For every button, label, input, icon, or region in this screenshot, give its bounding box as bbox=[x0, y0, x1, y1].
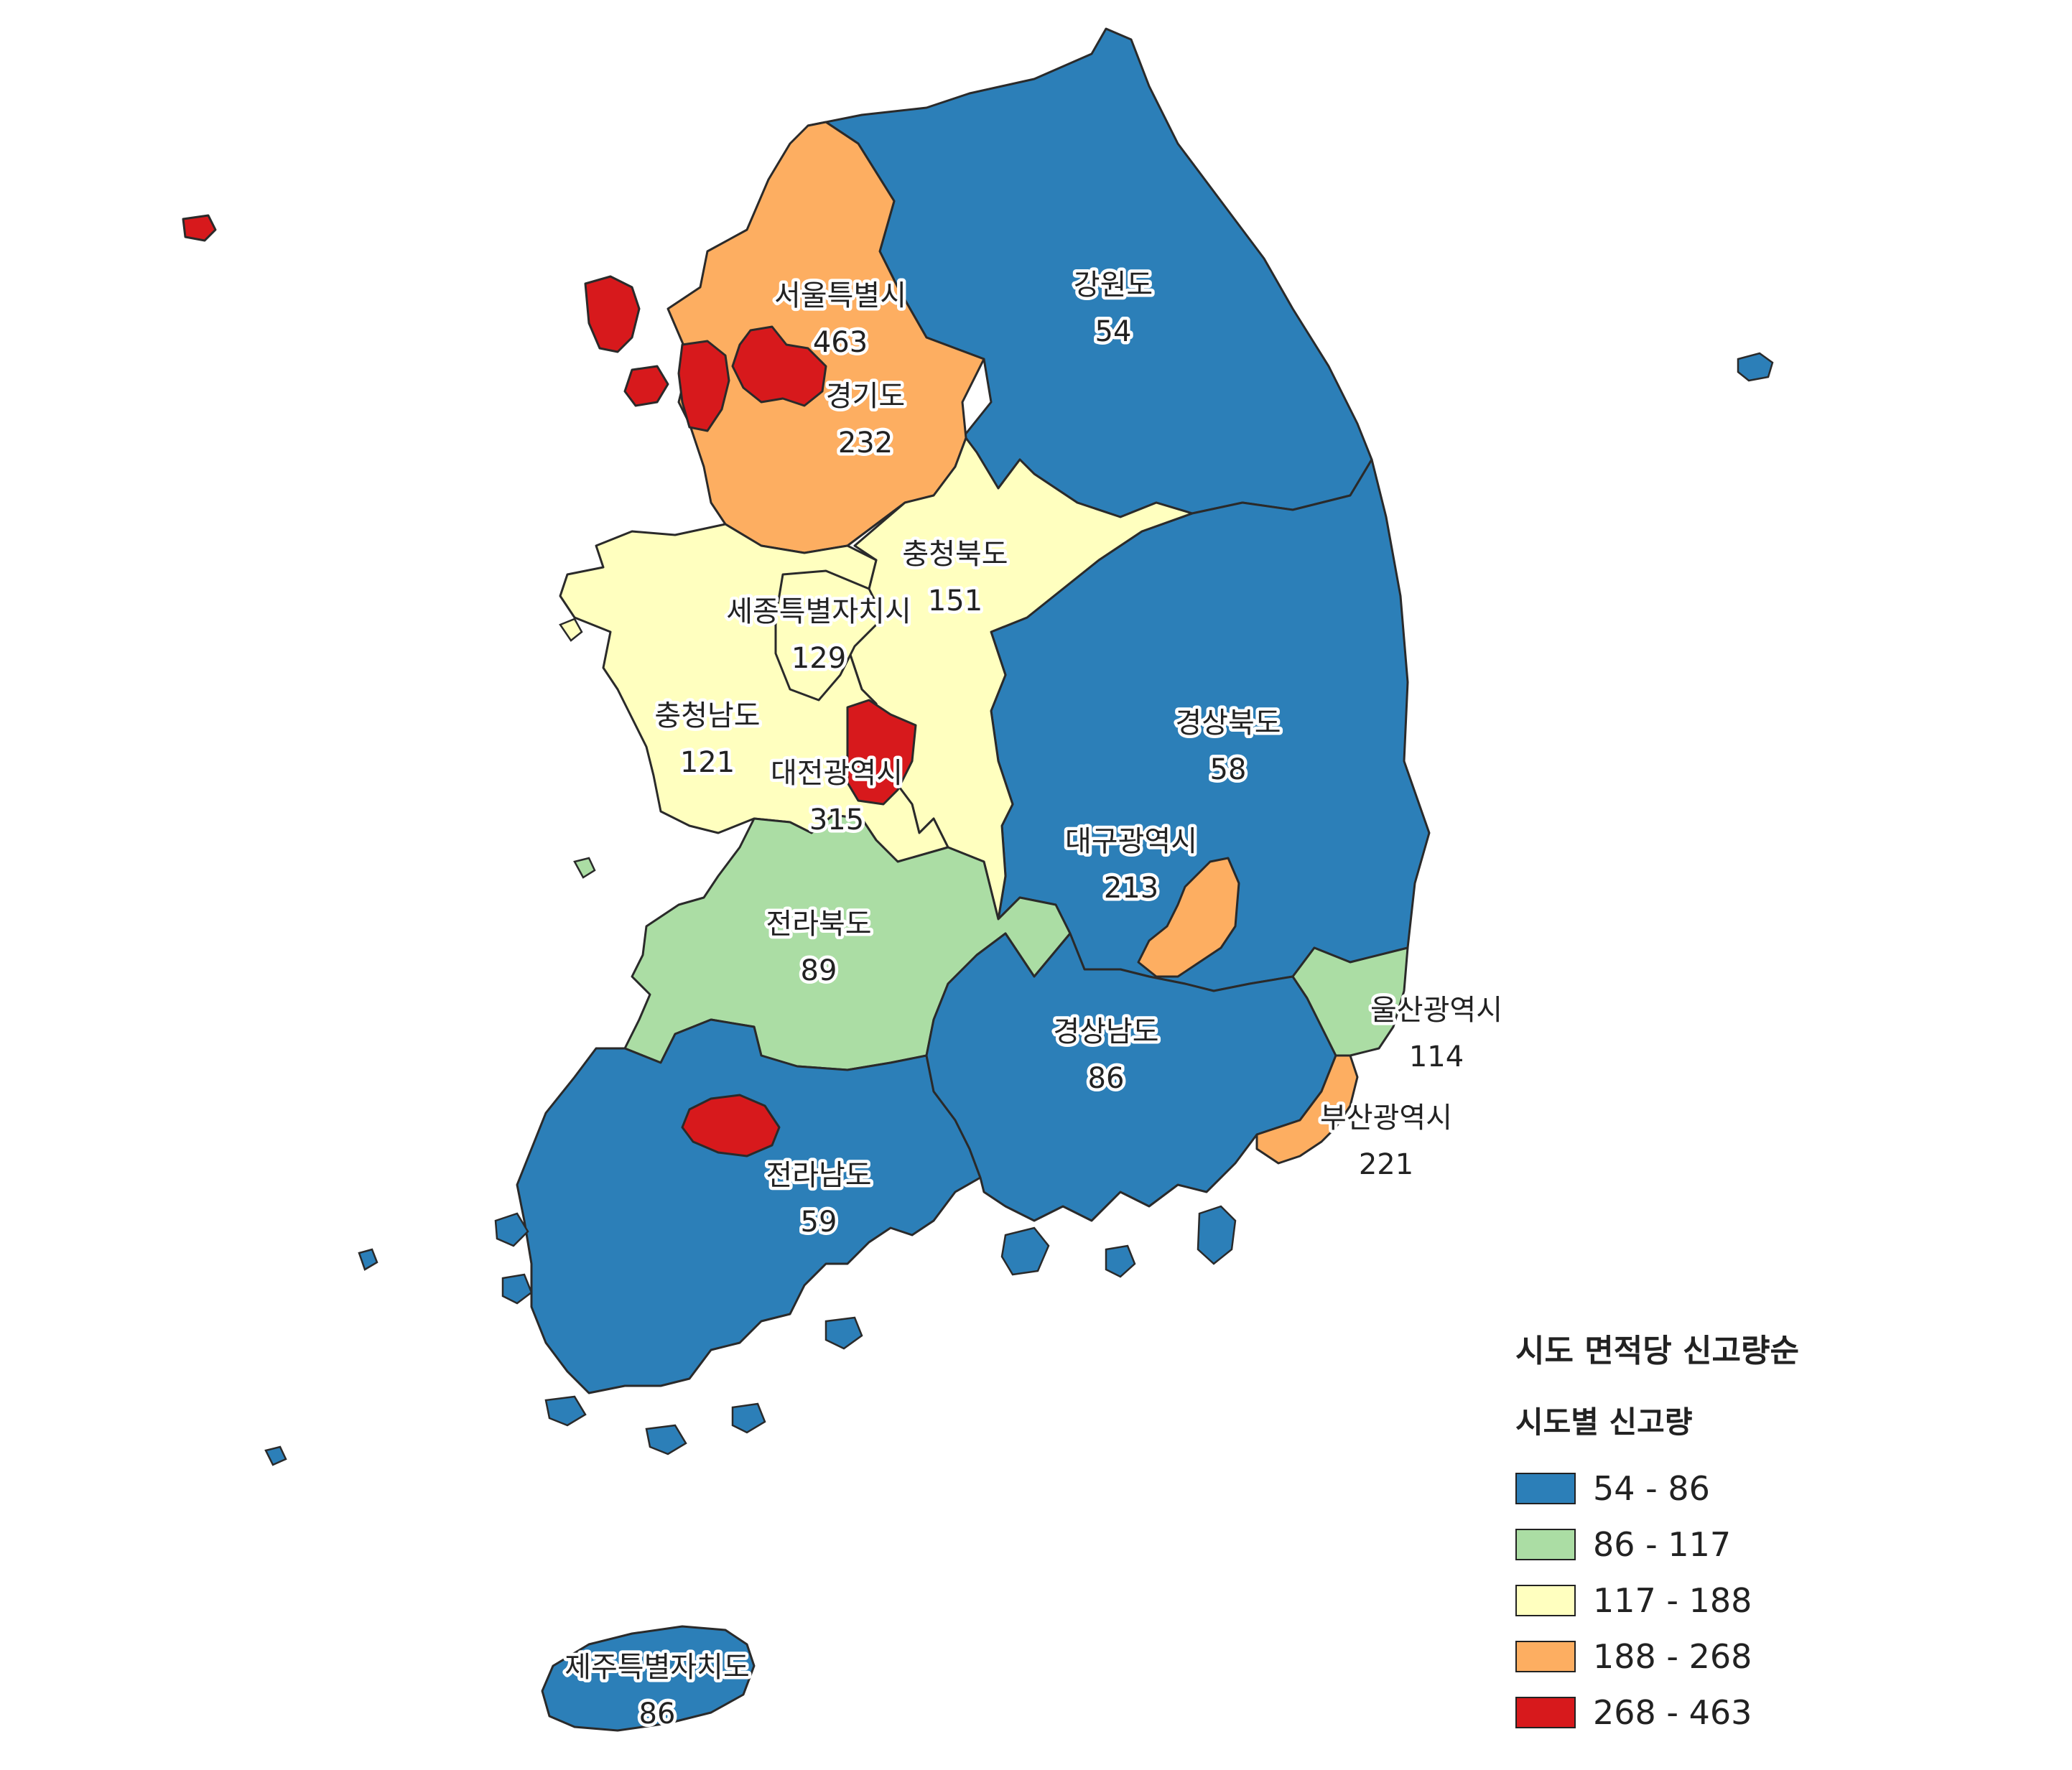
legend-title: 시도 면적당 신고량순 bbox=[1515, 1333, 1799, 1369]
island-west-2 bbox=[573, 857, 596, 879]
region-incheon-island-2 bbox=[623, 365, 669, 407]
legend-row-2: 86 - 117 bbox=[1515, 1517, 2018, 1573]
region-name-seoul: 서울특별시 bbox=[774, 279, 906, 312]
legend-swatch-2 bbox=[1515, 1529, 1576, 1560]
legend-label-5: 268 - 463 bbox=[1593, 1693, 1752, 1732]
region-name-daejeon: 대전광역시 bbox=[771, 757, 903, 790]
region-name-chungnam: 충청남도 bbox=[654, 699, 760, 732]
island-sw-1 bbox=[494, 1212, 529, 1247]
island-namhae bbox=[1000, 1226, 1050, 1276]
region-name-gangwon: 강원도 bbox=[1074, 269, 1153, 302]
map-legend: 시도 면적당 신고량순 시도별 신고량 54 - 86 86 - 117 117… bbox=[1515, 1325, 2018, 1741]
region-name-sejong: 세종특별자치시 bbox=[726, 595, 911, 628]
legend-swatch-4 bbox=[1515, 1641, 1576, 1672]
region-value-busan: 221 bbox=[1359, 1148, 1413, 1181]
region-incheon bbox=[677, 340, 730, 432]
island-sw-2 bbox=[501, 1273, 533, 1305]
island-west-1 bbox=[559, 618, 583, 642]
region-value-daegu: 213 bbox=[1104, 872, 1158, 905]
legend-row-5: 268 - 463 bbox=[1515, 1685, 2018, 1741]
region-busan bbox=[1255, 1054, 1359, 1165]
island-geoje bbox=[1197, 1205, 1237, 1265]
map-regions bbox=[182, 27, 1431, 1732]
region-sejong bbox=[774, 569, 885, 702]
region-jeonnam bbox=[516, 1018, 982, 1394]
legend-row-4: 188 - 268 bbox=[1515, 1629, 2018, 1685]
region-labels: 서울특별시 463 경기도 232 강원도 54 충청북도 151 세종특별자치시 129 충청남도… bbox=[562, 266, 1506, 1734]
island-s-3 bbox=[824, 1316, 863, 1350]
island-s-1 bbox=[645, 1424, 687, 1455]
region-value-jeonbuk: 89 bbox=[801, 954, 837, 987]
region-value-chungbuk: 151 bbox=[928, 584, 982, 618]
region-value-sejong: 129 bbox=[791, 642, 846, 675]
legend-swatch-5 bbox=[1515, 1697, 1576, 1728]
legend-label-3: 117 - 188 bbox=[1593, 1581, 1752, 1620]
region-value-gangwon: 54 bbox=[1095, 315, 1132, 348]
island-tongyeong bbox=[1105, 1244, 1136, 1278]
legend-subtitle: 시도별 신고량 bbox=[1515, 1405, 1693, 1440]
region-value-ulsan: 114 bbox=[1409, 1040, 1464, 1073]
region-value-daejeon: 315 bbox=[809, 804, 864, 837]
legend-swatch-1 bbox=[1515, 1473, 1576, 1504]
island-far-sw bbox=[358, 1248, 378, 1271]
region-value-gyeongbuk: 58 bbox=[1210, 753, 1247, 786]
region-name-jeonbuk: 전라북도 bbox=[766, 908, 871, 941]
legend-swatch-3 bbox=[1515, 1585, 1576, 1616]
region-value-seoul: 463 bbox=[813, 326, 868, 359]
island-sw-3 bbox=[544, 1395, 587, 1427]
legend-label-2: 86 - 117 bbox=[1593, 1525, 1732, 1564]
region-name-jeonnam: 전라남도 bbox=[766, 1159, 871, 1192]
region-daejeon bbox=[846, 699, 917, 806]
legend-row-1: 54 - 86 bbox=[1515, 1461, 2018, 1517]
region-name-busan: 부산광역시 bbox=[1320, 1101, 1452, 1135]
region-name-gyeongbuk: 경상북도 bbox=[1175, 707, 1281, 740]
legend-row-3: 117 - 188 bbox=[1515, 1573, 2018, 1629]
region-gwangju bbox=[681, 1094, 781, 1158]
region-jeju bbox=[541, 1625, 756, 1732]
region-name-gyeonggi: 경기도 bbox=[826, 380, 905, 413]
region-incheon-island-3 bbox=[182, 214, 217, 242]
region-name-ulsan: 울산광역시 bbox=[1370, 994, 1502, 1027]
region-daegu bbox=[1137, 857, 1240, 978]
region-gyeongnam bbox=[925, 932, 1337, 1222]
region-value-gyeonggi: 232 bbox=[838, 427, 893, 460]
region-incheon-island-1 bbox=[584, 275, 641, 353]
region-seoul bbox=[731, 325, 827, 407]
region-value-chungnam: 121 bbox=[680, 746, 735, 779]
island-ulleungdo bbox=[1737, 352, 1774, 382]
map-islands bbox=[264, 352, 1774, 1466]
region-name-jeju: 제주특별자치도 bbox=[565, 1651, 750, 1684]
region-value-gyeongnam: 86 bbox=[1088, 1062, 1125, 1095]
region-value-jeju: 86 bbox=[639, 1697, 676, 1731]
region-name-daegu: 대구광역시 bbox=[1065, 825, 1197, 858]
island-s-2 bbox=[731, 1402, 766, 1434]
region-name-chungbuk: 충청북도 bbox=[902, 538, 1008, 571]
region-value-jeonnam: 59 bbox=[801, 1206, 837, 1239]
legend-label-4: 188 - 268 bbox=[1593, 1637, 1752, 1676]
island-far-sw-2 bbox=[264, 1445, 287, 1466]
region-ulsan bbox=[1291, 946, 1409, 1057]
region-name-gyeongnam: 경상남도 bbox=[1053, 1015, 1158, 1048]
legend-label-1: 54 - 86 bbox=[1593, 1469, 1710, 1508]
